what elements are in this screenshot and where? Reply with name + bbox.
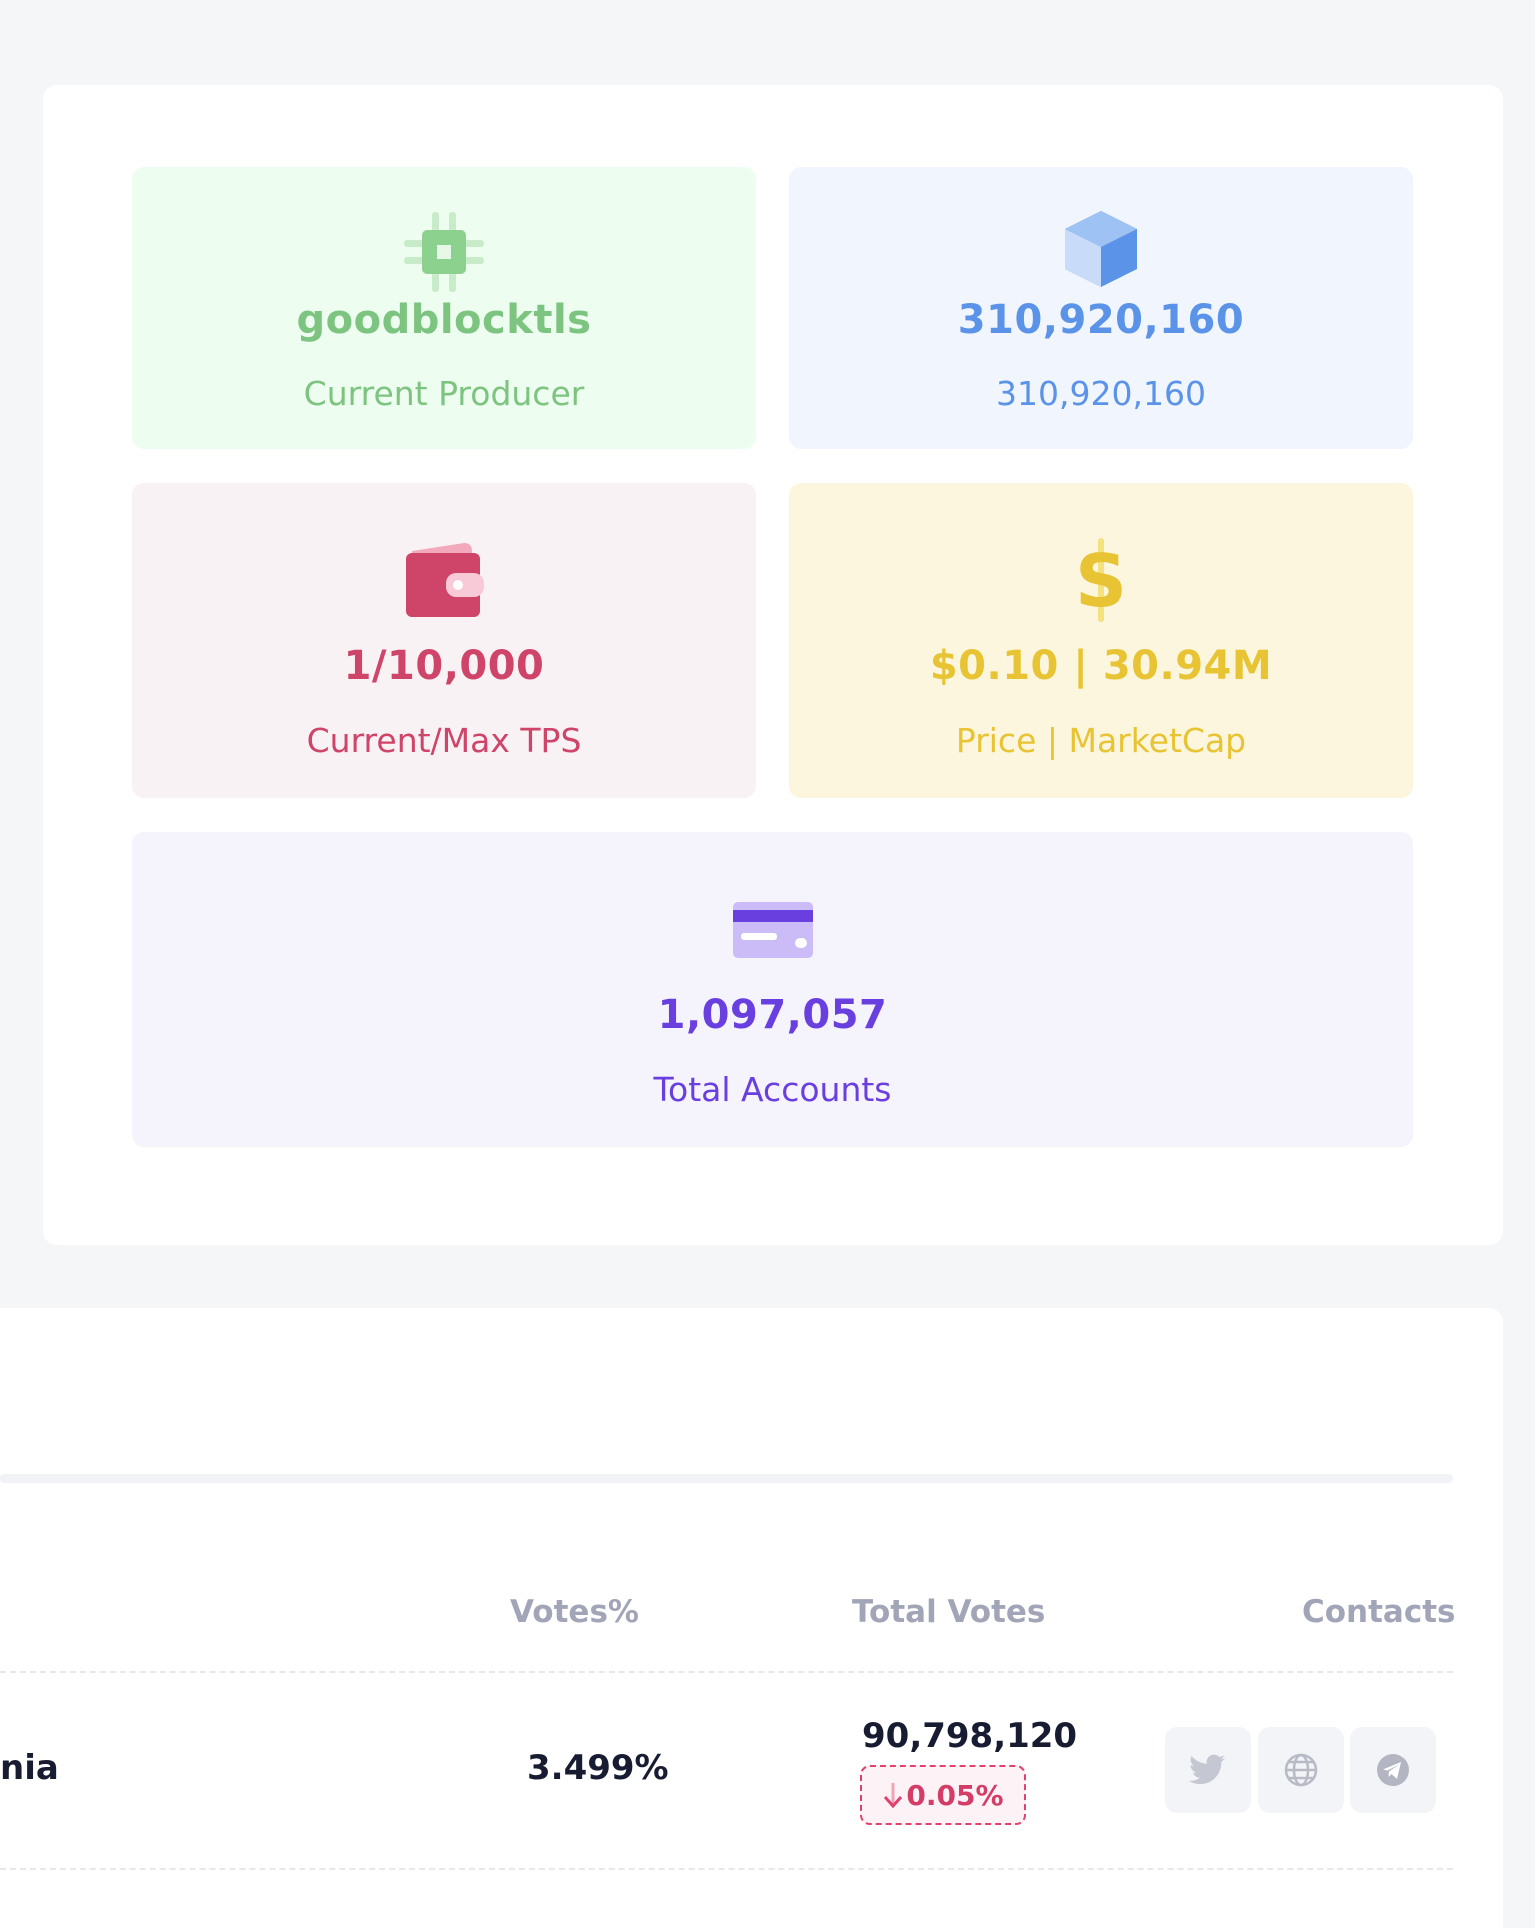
- svg-text:S: S: [1075, 539, 1127, 622]
- producers-table-panel: Votes% Total Votes Contacts nia 3.499% 9…: [0, 1308, 1503, 1928]
- cube-icon: [1065, 211, 1137, 287]
- twitter-icon: [1189, 1754, 1225, 1785]
- producer-name[interactable]: nia: [0, 1748, 59, 1788]
- price-card: S $0.10 | 30.94M Price | MarketCap: [789, 483, 1413, 798]
- total-accounts-value[interactable]: 1,097,057: [657, 992, 888, 1038]
- price-marketcap-label: Price | MarketCap: [955, 721, 1247, 760]
- current-producer-card: goodblocktls Current Producer: [132, 167, 756, 449]
- globe-icon: [1284, 1753, 1318, 1787]
- votes-change-badge: 0.05%: [860, 1765, 1026, 1825]
- tps-label: Current/Max TPS: [306, 721, 582, 760]
- tab-bar: [0, 1474, 1453, 1483]
- website-button[interactable]: [1258, 1727, 1344, 1813]
- stats-panel: goodblocktls Current Producer 310,920,16…: [43, 85, 1503, 1245]
- total-accounts-label: Total Accounts: [653, 1070, 892, 1109]
- tps-value[interactable]: 1/10,000: [343, 643, 545, 689]
- wallet-icon: [406, 543, 484, 617]
- column-header-total-votes[interactable]: Total Votes: [852, 1594, 1046, 1630]
- telegram-icon: [1377, 1754, 1409, 1786]
- votes-change-value: 0.05%: [906, 1778, 1004, 1812]
- column-header-votes-pct[interactable]: Votes%: [510, 1594, 639, 1630]
- block-height-card: 310,920,160 310,920,160: [789, 167, 1413, 449]
- twitter-button[interactable]: [1165, 1727, 1251, 1813]
- current-producer-label: Current Producer: [303, 374, 585, 413]
- chip-icon: [404, 212, 484, 292]
- header-divider: [0, 1671, 1453, 1673]
- votes-percent: 3.499%: [527, 1748, 669, 1788]
- arrow-down-icon: [884, 1783, 903, 1809]
- block-height-label: 310,920,160: [996, 374, 1206, 413]
- dollar-icon: S: [1075, 538, 1127, 622]
- total-accounts-card: 1,097,057 Total Accounts: [132, 832, 1413, 1147]
- price-marketcap-value[interactable]: $0.10 | 30.94M: [929, 643, 1273, 689]
- credit-card-icon: [732, 902, 813, 958]
- total-votes: 90,798,120: [862, 1716, 1078, 1756]
- column-header-contacts: Contacts: [1302, 1594, 1456, 1630]
- tps-card: 1/10,000 Current/Max TPS: [132, 483, 756, 798]
- block-height-value[interactable]: 310,920,160: [957, 297, 1245, 343]
- telegram-button[interactable]: [1350, 1727, 1436, 1813]
- row-divider: [0, 1868, 1453, 1870]
- current-producer-value[interactable]: goodblocktls: [296, 297, 592, 343]
